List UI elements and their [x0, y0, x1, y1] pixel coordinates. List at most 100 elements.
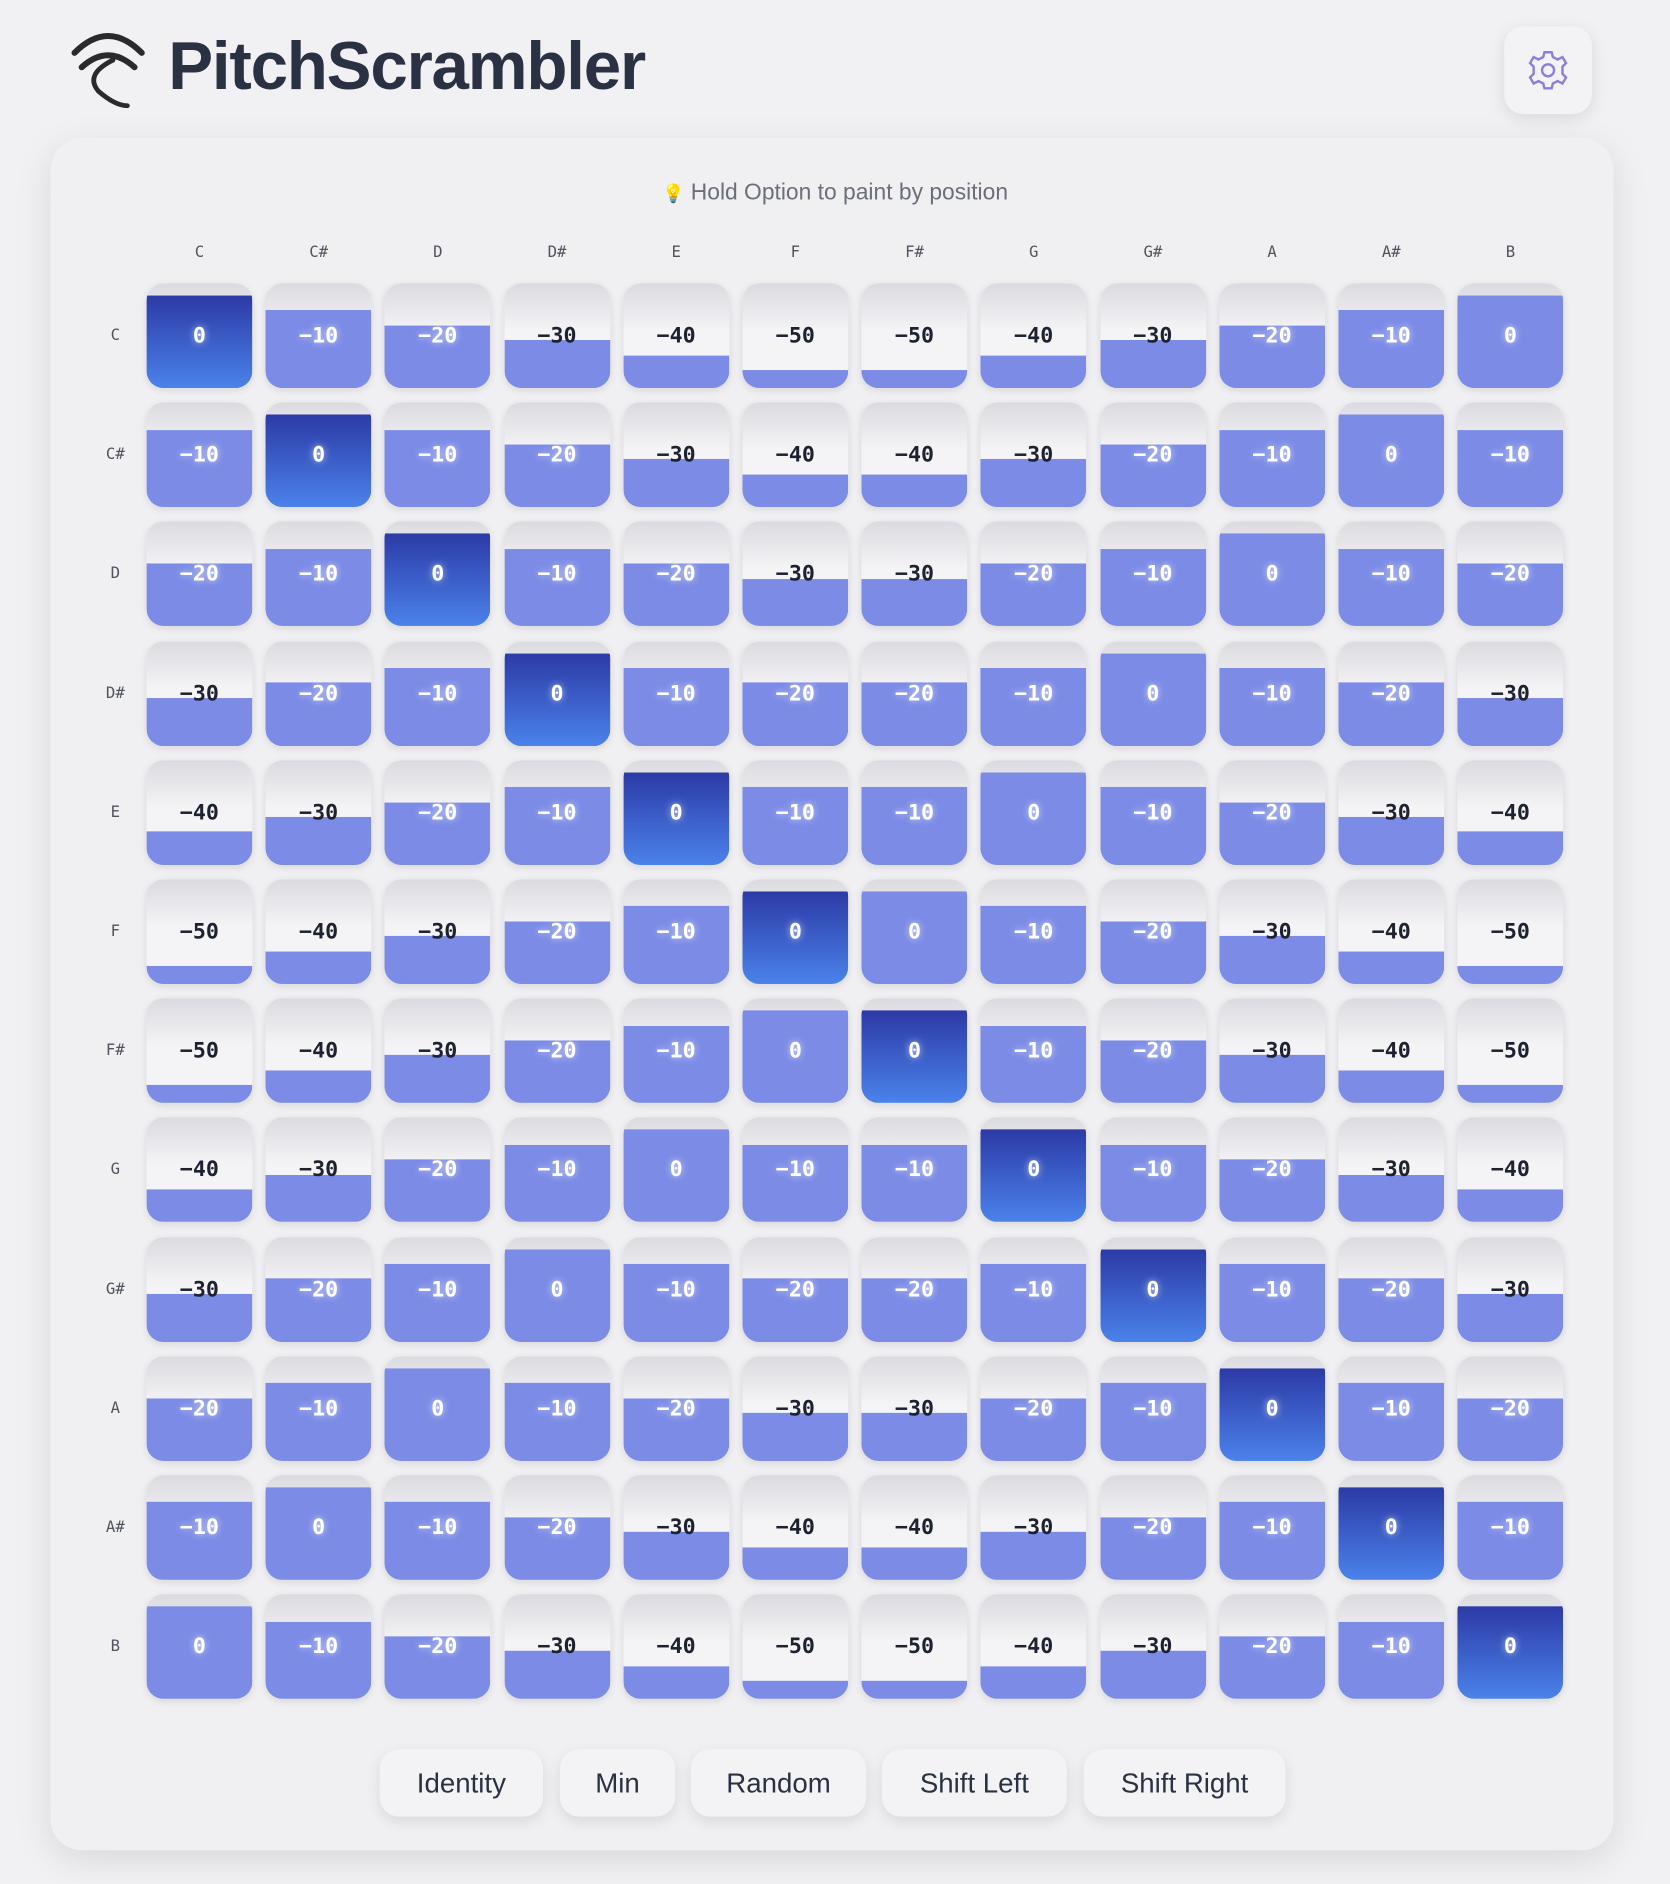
matrix-cell[interactable]: −10 [623, 879, 730, 984]
matrix-cell[interactable]: −50 [742, 283, 849, 389]
matrix-cell[interactable]: −20 [1338, 641, 1445, 746]
matrix-cell[interactable]: −30 [742, 521, 849, 627]
matrix-cell[interactable]: −30 [1100, 1594, 1206, 1700]
matrix-cell[interactable]: −20 [1457, 521, 1564, 627]
matrix-cell[interactable]: −30 [1457, 1236, 1564, 1342]
matrix-cell[interactable]: −10 [265, 1356, 372, 1461]
matrix-cell[interactable]: −40 [980, 1594, 1087, 1700]
matrix-cell[interactable]: −10 [265, 283, 372, 389]
matrix-cell[interactable]: −10 [1100, 1356, 1206, 1461]
matrix-cell[interactable]: −20 [1457, 1356, 1564, 1461]
matrix-cell[interactable]: −20 [980, 521, 1087, 627]
matrix-cell[interactable]: −30 [861, 521, 968, 627]
matrix-cell[interactable]: −40 [1338, 879, 1445, 984]
matrix-cell[interactable]: −10 [1457, 1475, 1564, 1580]
matrix-cell[interactable]: −20 [384, 283, 491, 389]
matrix-cell[interactable]: −10 [146, 402, 253, 508]
matrix-cell[interactable]: −10 [1338, 521, 1445, 627]
matrix-cell[interactable]: 0 [623, 1117, 730, 1223]
matrix-cell[interactable]: 0 [504, 641, 610, 746]
matrix-cell[interactable]: −10 [1338, 1356, 1445, 1461]
matrix-cell[interactable]: −10 [1219, 641, 1325, 746]
matrix-cell[interactable]: −20 [265, 641, 372, 746]
matrix-cell[interactable]: −10 [861, 760, 968, 865]
matrix-cell[interactable]: −40 [980, 283, 1087, 389]
matrix-cell[interactable]: −40 [146, 760, 253, 865]
matrix-cell[interactable]: −30 [146, 1236, 253, 1342]
matrix-cell[interactable]: −10 [504, 760, 610, 865]
matrix-cell[interactable]: −10 [384, 402, 491, 508]
matrix-cell[interactable]: 0 [861, 998, 968, 1104]
matrix-cell[interactable]: 0 [1219, 521, 1325, 627]
matrix-cell[interactable]: −10 [623, 998, 730, 1104]
matrix-cell[interactable]: −40 [623, 283, 730, 389]
action-button[interactable]: Identity [379, 1749, 544, 1817]
matrix-cell[interactable]: −20 [1100, 402, 1206, 508]
matrix-cell[interactable]: −50 [1457, 879, 1564, 984]
matrix-cell[interactable]: 0 [384, 1356, 491, 1461]
matrix-cell[interactable]: −20 [1338, 1236, 1445, 1342]
matrix-cell[interactable]: −10 [1219, 1475, 1325, 1580]
matrix-cell[interactable]: 0 [1457, 1594, 1564, 1700]
matrix-cell[interactable]: −10 [1100, 1117, 1206, 1223]
matrix-cell[interactable]: −10 [384, 1236, 491, 1342]
matrix-cell[interactable]: −20 [1219, 1117, 1325, 1223]
matrix-cell[interactable]: 0 [1457, 283, 1564, 389]
matrix-cell[interactable]: −10 [742, 760, 849, 865]
matrix-cell[interactable]: −30 [1219, 998, 1325, 1104]
matrix-cell[interactable]: −20 [146, 521, 253, 627]
matrix-cell[interactable]: −20 [742, 1236, 849, 1342]
matrix-cell[interactable]: −30 [623, 402, 730, 508]
action-button[interactable]: Shift Right [1083, 1749, 1286, 1817]
matrix-cell[interactable]: −10 [980, 1236, 1087, 1342]
matrix-cell[interactable]: −20 [1100, 1475, 1206, 1580]
matrix-cell[interactable]: −40 [1338, 998, 1445, 1104]
matrix-cell[interactable]: 0 [980, 760, 1087, 865]
matrix-cell[interactable]: 0 [265, 402, 372, 508]
matrix-cell[interactable]: −40 [742, 402, 849, 508]
matrix-cell[interactable]: 0 [146, 1594, 253, 1700]
matrix-cell[interactable]: −40 [146, 1117, 253, 1223]
matrix-cell[interactable]: −30 [1338, 1117, 1445, 1223]
matrix-cell[interactable]: −20 [1219, 760, 1325, 865]
matrix-cell[interactable]: −10 [1100, 760, 1206, 865]
matrix-cell[interactable]: −40 [1457, 760, 1564, 865]
matrix-cell[interactable]: −10 [623, 641, 730, 746]
matrix-cell[interactable]: −20 [1100, 998, 1206, 1104]
matrix-cell[interactable]: −20 [861, 1236, 968, 1342]
matrix-cell[interactable]: −30 [265, 760, 372, 865]
matrix-cell[interactable]: 0 [1338, 1475, 1445, 1580]
matrix-cell[interactable]: −20 [146, 1356, 253, 1461]
matrix-cell[interactable]: 0 [980, 1117, 1087, 1223]
matrix-cell[interactable]: −50 [146, 879, 253, 984]
matrix-cell[interactable]: −10 [384, 641, 491, 746]
action-button[interactable]: Min [559, 1749, 676, 1817]
matrix-cell[interactable]: −30 [146, 641, 253, 746]
matrix-cell[interactable]: −20 [504, 879, 610, 984]
matrix-cell[interactable]: −40 [623, 1594, 730, 1700]
matrix-cell[interactable]: 0 [1100, 1236, 1206, 1342]
matrix-cell[interactable]: −40 [861, 402, 968, 508]
matrix-cell[interactable]: −30 [742, 1356, 849, 1461]
matrix-cell[interactable]: −30 [384, 879, 491, 984]
matrix-cell[interactable]: −30 [1100, 283, 1206, 389]
matrix-cell[interactable]: −30 [1457, 641, 1564, 746]
matrix-cell[interactable]: −20 [623, 521, 730, 627]
matrix-cell[interactable]: −30 [384, 998, 491, 1104]
matrix-cell[interactable]: −10 [980, 998, 1087, 1104]
matrix-cell[interactable]: 0 [265, 1475, 372, 1580]
matrix-cell[interactable]: −10 [1457, 402, 1564, 508]
matrix-cell[interactable]: −10 [265, 1594, 372, 1700]
matrix-cell[interactable]: −30 [504, 283, 610, 389]
matrix-cell[interactable]: −10 [384, 1475, 491, 1580]
matrix-cell[interactable]: −20 [742, 641, 849, 746]
matrix-cell[interactable]: −20 [1219, 1594, 1325, 1700]
matrix-cell[interactable]: −20 [384, 760, 491, 865]
matrix-cell[interactable]: −30 [1338, 760, 1445, 865]
matrix-cell[interactable]: −40 [742, 1475, 849, 1580]
matrix-cell[interactable]: −10 [504, 521, 610, 627]
matrix-cell[interactable]: −30 [980, 402, 1087, 508]
matrix-cell[interactable]: −10 [623, 1236, 730, 1342]
matrix-cell[interactable]: −20 [265, 1236, 372, 1342]
matrix-cell[interactable]: −10 [504, 1356, 610, 1461]
